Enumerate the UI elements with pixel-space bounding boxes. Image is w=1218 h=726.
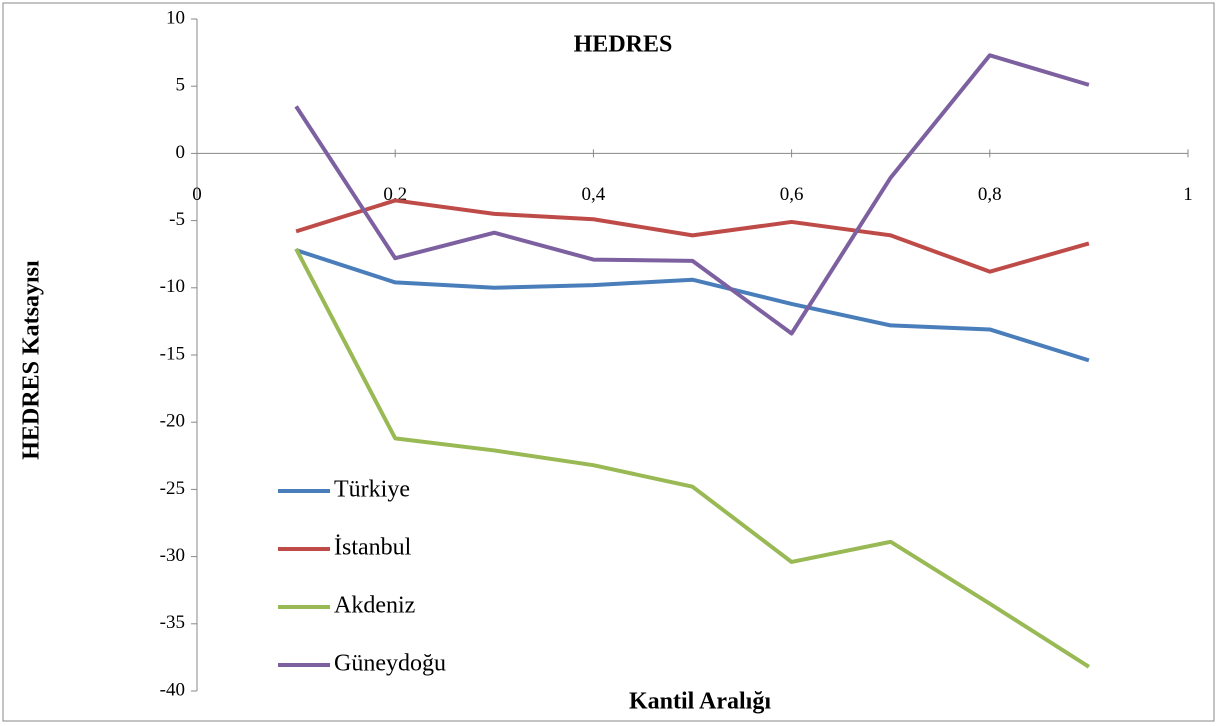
data-line bbox=[295, 198, 1090, 274]
legend-label: Türkiye bbox=[334, 477, 410, 503]
y-tick-label: -30 bbox=[160, 545, 185, 566]
y-tick-label: 0 bbox=[176, 142, 186, 163]
y-tick-label: 10 bbox=[166, 7, 185, 28]
y-tick-label: -25 bbox=[160, 478, 185, 499]
x-tick-label: 0,4 bbox=[582, 184, 606, 205]
legend-label: Güneydoğu bbox=[334, 651, 446, 677]
y-axis-label: HEDRES Katsayısı bbox=[19, 260, 45, 460]
x-tick-label: 1 bbox=[1183, 184, 1193, 205]
data-line bbox=[294, 53, 1090, 336]
y-tick-label: -15 bbox=[160, 343, 185, 364]
y-tick-label: -40 bbox=[160, 679, 185, 700]
legend-label: Akdeniz bbox=[334, 593, 415, 619]
data-line bbox=[295, 248, 1090, 363]
x-tick-label: 0,6 bbox=[780, 184, 804, 205]
y-tick-label: -10 bbox=[160, 276, 185, 297]
x-tick-label: 0,8 bbox=[978, 184, 1002, 205]
y-tick-label: -35 bbox=[160, 612, 185, 633]
chart-title: HEDRES bbox=[574, 32, 673, 58]
data-line bbox=[294, 247, 1090, 669]
y-tick-label: -20 bbox=[160, 411, 185, 432]
legend-label: İstanbul bbox=[334, 535, 412, 561]
x-axis-label: Kantil Aralığı bbox=[629, 689, 771, 715]
y-tick-label: 5 bbox=[176, 75, 186, 96]
x-tick-label: 0 bbox=[192, 184, 202, 205]
y-tick-label: -5 bbox=[169, 209, 185, 230]
